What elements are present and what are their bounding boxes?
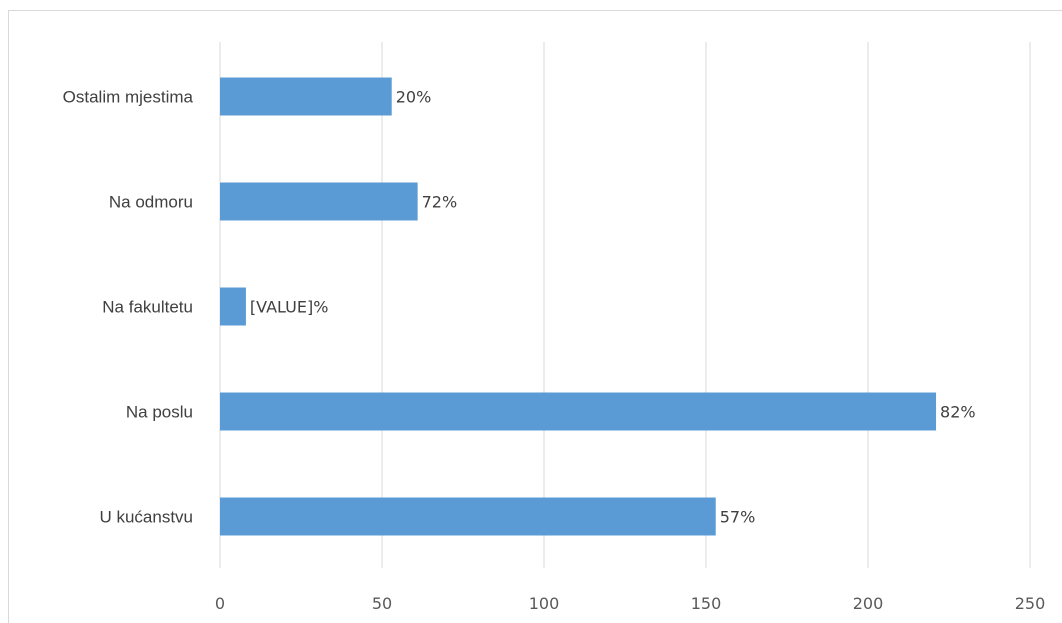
data-label: 82% (940, 403, 976, 422)
x-tick-label: 250 (1015, 594, 1046, 613)
bar-4 (220, 497, 716, 536)
data-label: 72% (422, 193, 458, 212)
bar-0 (220, 77, 392, 116)
data-label: 20% (396, 88, 432, 107)
x-tick-label: 50 (372, 594, 392, 613)
bars (220, 77, 937, 536)
x-axis-tick-labels: 0 50 100 150 200 250 (215, 594, 1045, 613)
chart-frame (8, 10, 1062, 623)
data-label: 57% (720, 508, 756, 527)
category-label: Ostalim mjestima (63, 88, 194, 107)
x-tick-label: 0 (215, 594, 225, 613)
category-label: Na fakultetu (102, 298, 193, 317)
data-labels: 20% 72% [VALUE]% 82% 57% (250, 88, 976, 527)
category-label: Na odmoru (109, 193, 193, 212)
x-tick-label: 150 (691, 594, 722, 613)
bar-1 (220, 182, 418, 221)
category-label: Na poslu (126, 403, 193, 422)
data-label: [VALUE]% (250, 298, 328, 317)
category-label: U kućanstvu (99, 508, 193, 527)
gridlines (219, 42, 1031, 568)
bar-3 (220, 392, 937, 431)
category-labels: Ostalim mjestima Na odmoru Na fakultetu Na … (63, 88, 194, 527)
bar-2 (220, 287, 246, 326)
x-tick-label: 100 (529, 594, 560, 613)
x-tick-label: 200 (853, 594, 884, 613)
